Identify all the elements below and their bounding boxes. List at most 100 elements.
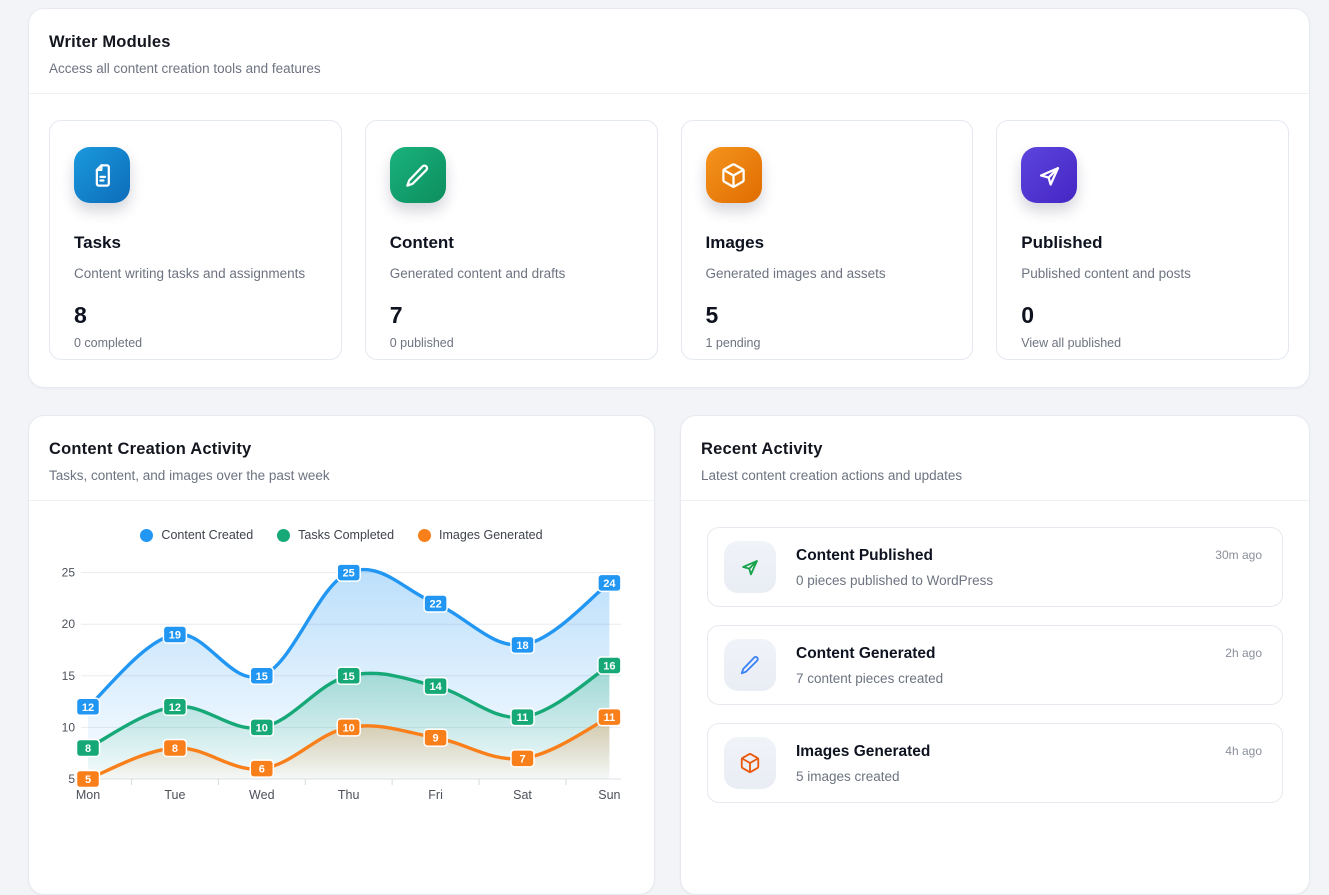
point-value-label: 10 (343, 722, 355, 734)
module-sub-label: 0 published (389, 336, 454, 350)
legend-item-content-created[interactable]: Content Created (140, 528, 253, 542)
point-value-badge (162, 697, 188, 717)
point-value-label: 8 (85, 743, 91, 755)
activity-icon-box (724, 639, 776, 691)
activity-timestamp: 4h ago (1225, 744, 1262, 758)
activity-title: Recent Activity (701, 440, 823, 458)
point-value-badge (336, 666, 361, 686)
module-card-content[interactable]: Content Generated content and drafts 7 0… (364, 120, 658, 360)
point-value-badge (75, 769, 101, 789)
page-title: Writer Modules (49, 33, 171, 51)
cube-icon (722, 162, 745, 188)
point-value-badge (510, 635, 535, 655)
point-value-badge (597, 707, 622, 727)
point-value-label: 12 (82, 702, 94, 714)
point-value-badge (423, 676, 448, 696)
activity-subtitle: Latest content creation actions and upda… (701, 468, 963, 483)
point-value-badge (510, 749, 535, 768)
chart-subtitle: Tasks, content, and images over the past… (49, 468, 330, 483)
published-tile (1021, 147, 1078, 203)
legend-label: Content Created (161, 528, 254, 542)
writer-modules-header: Writer Modules Access all content creati… (29, 9, 1309, 94)
module-count: 8 (74, 302, 87, 328)
chart-area-2 (88, 717, 610, 779)
module-count: 0 (1021, 302, 1035, 328)
module-card-images[interactable]: Images Generated images and assets 5 1 p… (680, 120, 974, 360)
module-description: Generated images and assets (705, 266, 886, 281)
chart-legend: Content Created Tasks Completed Images G… (29, 528, 654, 542)
module-count: 5 (705, 302, 719, 328)
point-value-label: 15 (256, 671, 268, 683)
module-cards: Tasks Content writing tasks and assignme… (29, 94, 1309, 386)
pencil-icon (406, 164, 429, 187)
pencil-icon (740, 656, 759, 675)
point-value-badge (75, 697, 101, 717)
x-axis-tick-label: Fri (428, 788, 443, 802)
activity-icon-box (724, 541, 776, 593)
legend-dot-blue (140, 528, 154, 542)
point-value-badge (249, 759, 275, 778)
x-axis-tick-label: Wed (249, 788, 275, 802)
point-value-label: 7 (519, 753, 525, 765)
recent-activity-panel: Recent Activity Latest content creation … (680, 415, 1310, 895)
module-title: Content (389, 233, 454, 252)
y-axis-tick-label: 25 (62, 566, 76, 580)
point-value-badge (336, 563, 361, 582)
page-subtitle: Access all content creation tools and fe… (49, 61, 321, 76)
activity-timestamp: 2h ago (1225, 646, 1262, 660)
point-value-label: 22 (429, 599, 441, 611)
point-value-label: 19 (169, 630, 181, 642)
images-tile (705, 147, 762, 203)
activity-item-images-generated[interactable]: Images Generated 5 images created 4h ago (707, 723, 1283, 803)
module-sub-label: 0 completed (74, 336, 143, 350)
point-value-label: 8 (172, 743, 178, 755)
activity-icon-box (724, 737, 776, 789)
x-axis-tick-label: Sun (598, 788, 620, 802)
activity-item-content-published[interactable]: Content Published 0 pieces published to … (707, 527, 1283, 607)
module-card-published[interactable]: Published Published content and posts 0 … (996, 120, 1289, 360)
module-count: 7 (389, 302, 403, 328)
point-value-label: 15 (343, 671, 355, 683)
point-value-badge (597, 656, 622, 675)
legend-label: Images Generated (439, 528, 543, 542)
y-axis-tick-label: 5 (68, 772, 75, 786)
cube-icon (740, 753, 760, 774)
chart-title: Content Creation Activity (49, 440, 252, 458)
legend-item-tasks-completed[interactable]: Tasks Completed (277, 528, 394, 542)
activity-panel-header: Recent Activity Latest content creation … (681, 416, 1309, 501)
legend-item-images-generated[interactable]: Images Generated (418, 528, 543, 542)
y-axis-tick-label: 20 (62, 617, 76, 631)
point-value-badge (249, 666, 275, 686)
legend-dot-orange (418, 528, 432, 542)
send-icon (1039, 166, 1059, 186)
point-value-label: 6 (259, 764, 265, 776)
module-card-tasks[interactable]: Tasks Content writing tasks and assignme… (49, 120, 342, 360)
writer-modules-panel: Writer Modules Access all content creati… (28, 8, 1310, 388)
point-value-badge (423, 728, 448, 747)
point-value-label: 14 (429, 681, 442, 693)
point-value-label: 12 (169, 702, 181, 714)
activity-item-title: Content Published (796, 546, 933, 564)
point-value-label: 18 (516, 640, 528, 652)
legend-label: Tasks Completed (298, 528, 395, 542)
point-value-label: 16 (603, 660, 615, 672)
module-title: Tasks (74, 233, 121, 252)
activity-item-title: Content Generated (796, 644, 936, 662)
point-value-badge (423, 594, 448, 613)
legend-dot-green (277, 528, 291, 542)
module-sub-label: 1 pending (705, 336, 761, 350)
activity-item-content-generated[interactable]: Content Generated 7 content pieces creat… (707, 625, 1283, 705)
x-axis-tick-label: Thu (338, 788, 360, 802)
module-sub-label: View all published (1021, 336, 1122, 350)
tasks-tile (74, 147, 130, 203)
chart-body: Content Created Tasks Completed Images G… (29, 501, 654, 818)
chart-panel-header: Content Creation Activity Tasks, content… (29, 416, 654, 501)
y-axis-tick-label: 15 (62, 669, 76, 683)
point-value-label: 11 (517, 712, 529, 724)
activity-timestamp: 30m ago (1215, 548, 1262, 562)
point-value-label: 10 (256, 722, 268, 734)
point-value-label: 11 (604, 712, 616, 724)
activity-item-title: Images Generated (796, 742, 931, 760)
activity-item-description: 7 content pieces created (796, 670, 944, 686)
x-axis-tick-label: Mon (76, 788, 100, 802)
